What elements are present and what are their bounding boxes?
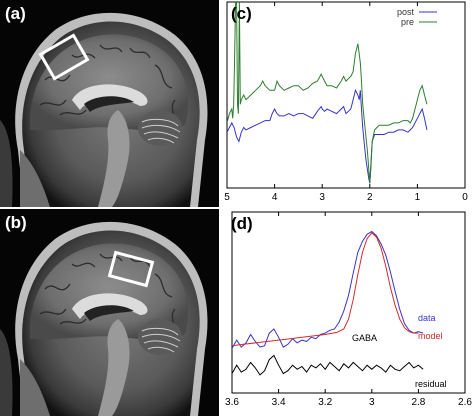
mri-image-b: (b) — [0, 209, 219, 416]
x-tick-label: 3 — [369, 397, 375, 408]
x-tick-label: 2 — [367, 192, 373, 203]
x-tick-label: 1 — [415, 192, 421, 203]
series-line-data — [232, 230, 424, 349]
mri-drawing-a — [0, 0, 219, 207]
gaba-annotation: GABA — [352, 333, 377, 343]
gaba-fit-chart-d: 3.6 3.4 3.2 3 2.8 2.6 GABA residual data model (d… — [224, 210, 474, 416]
x-tick-label: 3 — [319, 192, 325, 203]
x-tick-label: 5 — [224, 192, 230, 203]
panel-label-a: (a) — [5, 4, 26, 23]
panel-label-c: (c) — [231, 4, 252, 23]
legend-label-pre: pre — [401, 17, 414, 27]
plot-frame — [226, 1, 466, 189]
x-tick-label: 3.4 — [272, 397, 286, 408]
series-line-post — [227, 88, 428, 184]
panel-label-d: (d) — [231, 214, 253, 233]
series-line-pre — [227, 2, 428, 184]
mri-drawing-b — [0, 209, 219, 416]
legend-label-post: post — [397, 7, 415, 17]
x-tick-label: 3.2 — [318, 397, 332, 408]
residual-annotation: residual — [415, 379, 447, 389]
series-line-residual — [232, 354, 424, 376]
plot-frame — [231, 211, 466, 394]
roi-box — [38, 33, 90, 81]
x-tick-label: 0 — [462, 192, 468, 203]
panel-label-b: (b) — [5, 213, 27, 232]
model-label: model — [418, 331, 443, 341]
data-label: data — [418, 313, 436, 323]
x-tick-label: 4 — [272, 192, 278, 203]
spectrum-chart-c: 5 4 3 2 1 0 post pre (c) — [224, 0, 474, 210]
mri-image-a: (a) — [0, 0, 219, 207]
x-tick-label: 3.6 — [225, 397, 239, 408]
roi-box — [107, 250, 155, 288]
gaba-fit-plot-d: 3.6 3.4 3.2 3 2.8 2.6 GABA residual data model — [225, 211, 472, 408]
series-line-model — [232, 232, 419, 347]
x-tick-label: 2.8 — [411, 397, 425, 408]
x-tick-label: 2.6 — [458, 397, 472, 408]
